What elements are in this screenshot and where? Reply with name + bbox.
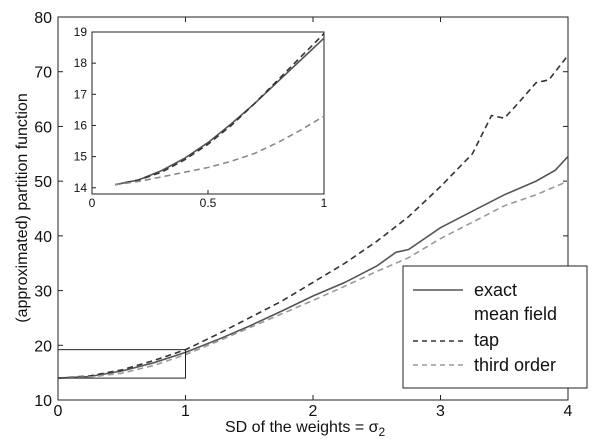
main-series-group [57,54,569,379]
legend: exact mean field tap third order [402,265,588,389]
inset-y-tick-label: 17 [74,87,88,101]
y-tick-label: 80 [34,10,52,27]
legend-label-tap: tap [474,330,499,350]
x-tick-label: 1 [181,403,190,420]
inset-series-line-tap [115,33,325,186]
x-axis-label: SD of the weights = σ2 [225,419,386,439]
legend-box [402,265,588,389]
y-tick-label: 50 [34,174,52,191]
series-line-tap [57,54,569,379]
x-tick-label: 4 [564,403,573,420]
y-tick-label: 10 [34,393,52,410]
inset-y-tick-label: 15 [74,150,88,164]
inset-series-line-third-order [115,115,325,186]
inset-x-tick-label: 0.5 [200,196,217,210]
inset-axis-ticks: 0 0.5 1 14 15 16 17 18 19 [74,25,328,210]
inset-series-group [115,33,325,186]
inset-x-tick-label: 0 [89,196,96,210]
inset-background [92,32,324,194]
y-tick-label: 70 [34,65,52,82]
y-tick-label: 30 [34,284,52,301]
inset-y-tick-label: 19 [74,25,88,39]
series-line-exact [57,155,569,379]
legend-label-third-order: third order [474,355,556,375]
inset-y-tick-label: 14 [74,181,88,195]
x-tick-label: 0 [54,403,63,420]
legend-label-exact: exact [474,280,517,300]
series-line-third-order [57,180,569,379]
inset-y-tick-label: 16 [74,118,88,132]
y-tick-label: 20 [34,338,52,355]
x-tick-label: 2 [309,403,318,420]
inset-x-tick-label: 1 [321,196,328,210]
zoom-region-box [57,349,186,379]
y-axis-label: (approximated) partition function [14,93,31,322]
inset-y-tick-label: 18 [74,56,88,70]
y-tick-label: 40 [34,229,52,246]
legend-label-mean-field: mean field [474,304,557,324]
inset-series-line-exact [115,37,325,186]
x-tick-label: 3 [436,403,445,420]
y-tick-label: 60 [34,119,52,136]
